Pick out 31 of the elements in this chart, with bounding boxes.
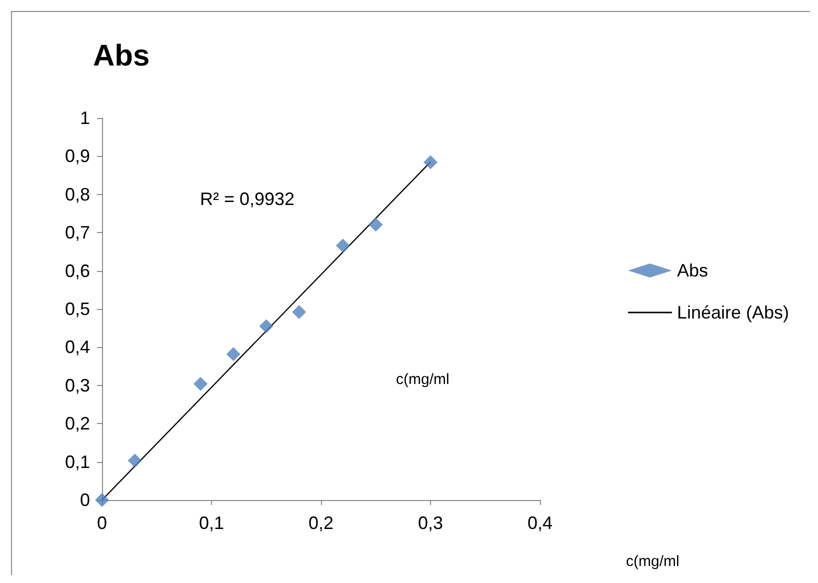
point — [368, 218, 383, 232]
point — [128, 454, 142, 468]
annotation: R² = 0,9932 — [200, 189, 295, 209]
x-tick-label: 0,2 — [308, 513, 334, 533]
x-tick-label: 0,3 — [418, 513, 444, 533]
y-tick-label: 0,1 — [64, 452, 90, 472]
y-tick-label: 0,7 — [64, 222, 90, 243]
legend-label: Abs — [676, 260, 708, 280]
x-tick-label: 0,4 — [527, 513, 553, 533]
text: c(mg/ml — [626, 553, 680, 570]
y-tick-label: 0,4 — [64, 337, 90, 358]
point — [424, 155, 438, 170]
point — [194, 376, 208, 391]
y-tick-label: 0 — [80, 490, 90, 510]
point — [226, 347, 240, 362]
y-tick-label: 0,2 — [64, 414, 90, 434]
y-tick-label: 1 — [80, 108, 90, 128]
annotation: c(mg/ml — [396, 371, 450, 388]
x-tick-label: 0 — [96, 513, 108, 533]
y-tick-label: 0,5 — [64, 299, 90, 319]
y-tick-label: 0,3 — [64, 375, 90, 396]
x-tick-label: 0,1 — [198, 513, 224, 533]
point — [95, 493, 109, 507]
point — [259, 319, 274, 334]
point — [336, 238, 350, 253]
y-tick-label: 0,6 — [64, 260, 90, 281]
y-tick-label: 0,8 — [64, 184, 90, 204]
chart-title: Abs — [93, 40, 150, 72]
point — [292, 305, 306, 320]
y-tick-label: 0,9 — [64, 146, 90, 166]
legend-label: Linéaire (Abs) — [676, 302, 790, 322]
